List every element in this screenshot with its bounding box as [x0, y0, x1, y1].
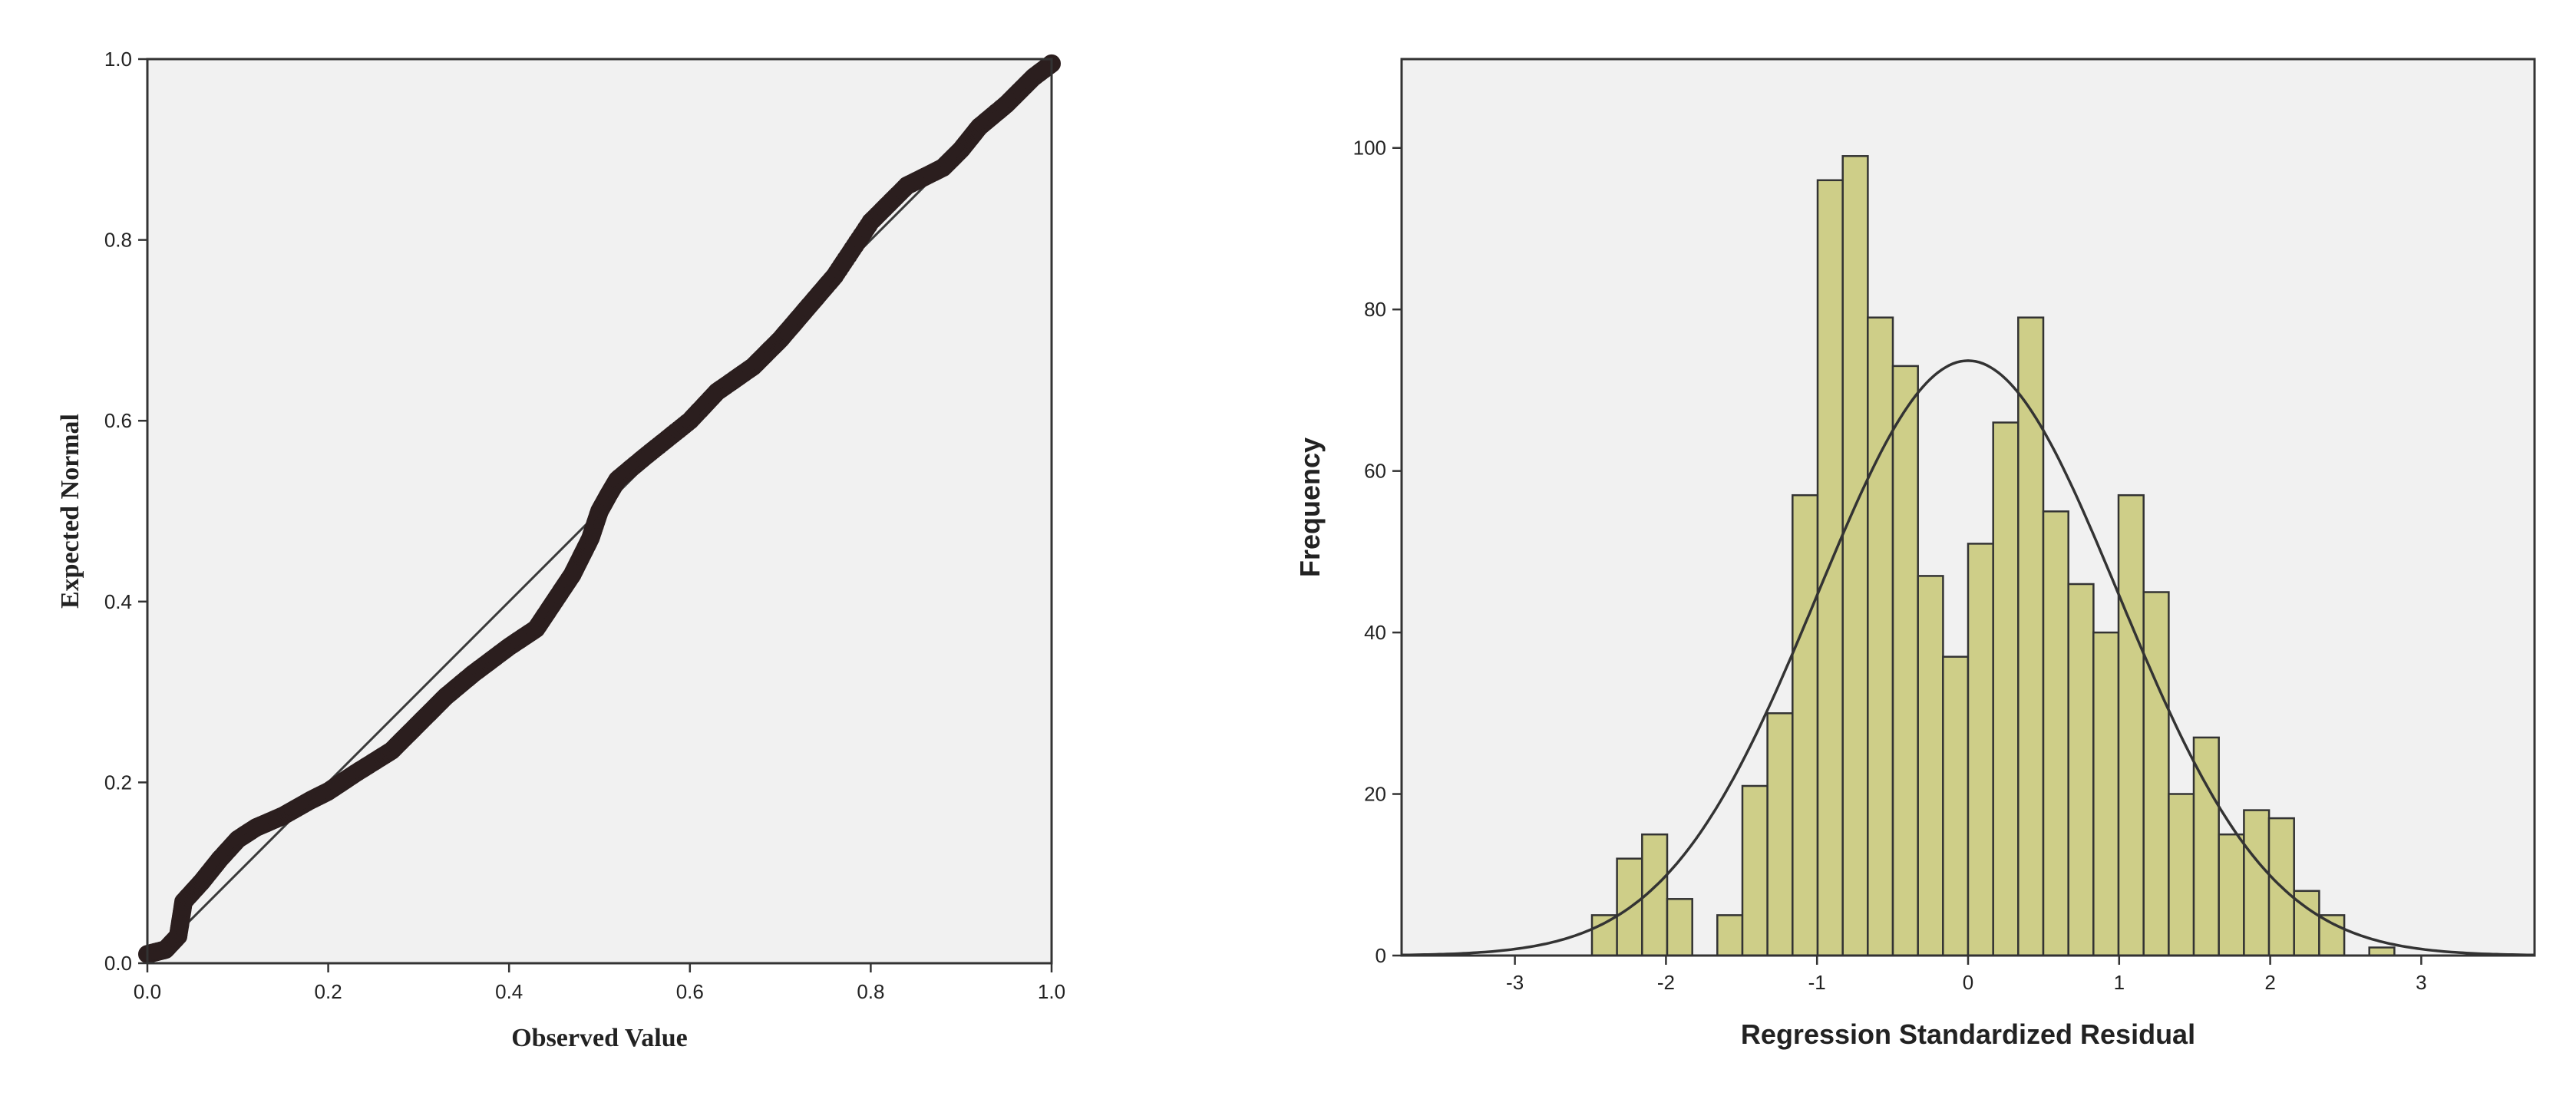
pp-points-group — [138, 54, 1061, 964]
histogram-bar — [1992, 421, 2020, 957]
pp-y-tick-label: 0.2 — [104, 771, 132, 794]
histogram-x-tick-label: 0 — [1963, 971, 1973, 994]
histogram-bar — [1867, 316, 1894, 957]
histogram-bar — [2293, 890, 2320, 957]
histogram-bar — [2168, 793, 2195, 957]
pp-x-tick-label: 1.0 — [1038, 980, 1065, 1003]
pp-y-tick-label: 0.4 — [104, 590, 132, 613]
histogram-y-axis-title: Frequency — [1294, 437, 1326, 577]
histogram-bar — [1716, 914, 1744, 957]
histogram-bar — [1967, 543, 1994, 957]
histogram-y-axis: 0 20 40 60 80 100 — [1353, 137, 1402, 967]
pp-y-axis: 0.0 0.2 0.4 0.6 0.8 1.0 — [104, 48, 147, 975]
histogram-x-axis: -3 -2 -1 0 1 2 3 — [1506, 956, 2427, 994]
pp-y-tick-label: 0.0 — [104, 952, 132, 975]
pp-y-tick-label: 0.6 — [104, 409, 132, 432]
histogram-bar — [2042, 510, 2069, 957]
pp-y-axis-title: Expected Normal — [56, 414, 84, 609]
histogram-x-tick-label: -2 — [1657, 971, 1675, 994]
histogram-bar — [2017, 316, 2045, 957]
pp-plot-panel: 0.0 0.2 0.4 0.6 0.8 1.0 0.0 0.2 0.4 0.6 0.8 1.0 Ob… — [56, 48, 1065, 1052]
histogram-bar — [1841, 155, 1869, 957]
pp-x-tick-label: 0.4 — [495, 980, 523, 1003]
histogram-x-tick-label: 1 — [2114, 971, 2125, 994]
histogram-y-tick-label: 100 — [1353, 137, 1386, 160]
histogram-bar — [2243, 809, 2271, 957]
histogram-x-tick-label: 3 — [2416, 971, 2426, 994]
histogram-y-tick-label: 80 — [1364, 298, 1386, 321]
histogram-bar — [1766, 712, 1794, 957]
pp-x-axis-title: Observed Value — [511, 1024, 688, 1052]
histogram-y-tick-label: 40 — [1364, 621, 1386, 644]
histogram-bar — [1792, 494, 1819, 957]
histogram-y-tick-label: 20 — [1364, 783, 1386, 806]
pp-x-axis: 0.0 0.2 0.4 0.6 0.8 1.0 — [134, 963, 1065, 1003]
histogram-y-tick-label: 0 — [1376, 944, 1386, 967]
histogram-bar — [2117, 494, 2145, 957]
pp-x-tick-label: 0.6 — [676, 980, 704, 1003]
histogram-bar — [1891, 365, 1919, 957]
histogram-bar — [2067, 583, 2095, 957]
histogram-x-tick-label: -1 — [1808, 971, 1826, 994]
histogram-bar — [1666, 898, 1693, 957]
histogram-x-tick-label: -3 — [1506, 971, 1524, 994]
normal-curve — [1402, 359, 2535, 957]
histogram-bar — [1816, 179, 1844, 957]
histogram-bar — [2318, 914, 2346, 957]
pp-x-tick-label: 0.2 — [315, 980, 342, 1003]
histogram-bar — [1942, 655, 1970, 957]
histogram-bar — [2218, 833, 2245, 957]
histogram-y-tick-label: 60 — [1364, 460, 1386, 483]
histogram-bar — [1590, 914, 1618, 957]
histogram-panel: -3 -2 -1 0 1 2 3 0 20 40 60 80 100 Regression Stand… — [1294, 58, 2536, 1050]
pp-y-tick-label: 0.8 — [104, 229, 132, 252]
histogram-bar — [2092, 631, 2120, 957]
pp-y-tick-label: 1.0 — [104, 48, 132, 71]
pp-x-tick-label: 0.0 — [134, 980, 161, 1003]
pp-plot-frame — [146, 58, 1053, 965]
histogram-x-axis-title: Regression Standardized Residual — [1741, 1018, 2195, 1050]
histogram-bars-group — [1590, 155, 2396, 957]
histogram-x-tick-label: 2 — [2264, 971, 2275, 994]
histogram-bar — [1641, 833, 1669, 957]
histogram-bar — [1741, 784, 1769, 957]
histogram-bar — [2368, 946, 2396, 957]
pp-x-tick-label: 0.8 — [857, 980, 884, 1003]
histogram-bar — [2142, 591, 2170, 957]
histogram-bar — [1917, 575, 1944, 957]
